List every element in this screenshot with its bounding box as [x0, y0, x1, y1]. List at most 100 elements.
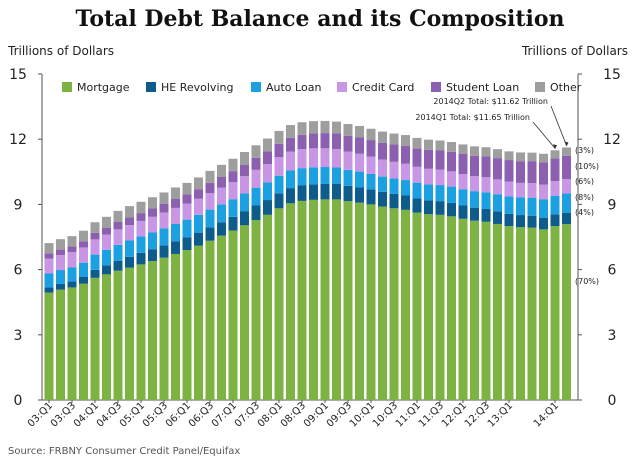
bar-segment [194, 177, 203, 190]
bar-stack [320, 120, 330, 400]
bar-segment [67, 281, 77, 288]
bar-segment [148, 197, 157, 209]
bar-segment [194, 189, 203, 199]
bar-segment [79, 262, 88, 277]
bar-segment [44, 253, 54, 259]
bar-segment [550, 195, 560, 215]
bar-stack [102, 216, 111, 400]
bar-segment [286, 188, 295, 204]
bar-segment [251, 187, 261, 206]
bar-segment [297, 200, 307, 400]
bar-segment [171, 187, 180, 199]
legend-swatch [62, 82, 72, 92]
bar-segment [481, 177, 491, 193]
legend-label: Credit Card [352, 81, 414, 94]
bar-segment [182, 237, 192, 251]
legend-label: Auto Loan [266, 81, 321, 94]
annotations: 2014Q2 Total: $11.62 Trillion 2014Q1 Tota… [415, 97, 569, 150]
bar-segment [159, 203, 169, 213]
bar-segment [424, 168, 433, 185]
x-tick-label: 04:Q1 [72, 400, 101, 429]
bar-segment [148, 208, 157, 217]
bar-segment [470, 155, 479, 177]
bar-segment [136, 213, 146, 221]
bar-segment [366, 128, 376, 141]
bar-segment [378, 176, 387, 192]
bar-segment [366, 173, 376, 190]
legend-label: Other [550, 81, 582, 94]
bar-segment [504, 181, 514, 197]
bar-segment [366, 156, 376, 174]
bar-segment [251, 220, 261, 400]
bar-segment [378, 191, 387, 207]
bar-segment [263, 163, 272, 183]
bar-segment [136, 252, 146, 265]
bar-segment [79, 230, 88, 242]
bar-segment [90, 269, 100, 278]
bar-segment [378, 159, 387, 177]
bar-segment [56, 255, 65, 271]
bar-segment [550, 214, 560, 227]
bar-segment [194, 245, 203, 400]
bar-stack [274, 130, 284, 400]
bar-stack [125, 206, 134, 400]
bar-stack [251, 145, 261, 400]
bar-segment [217, 187, 226, 205]
bar-segment [159, 257, 169, 400]
bar-segment [550, 150, 560, 159]
bar-segment [435, 214, 445, 400]
bar-segment [366, 189, 376, 205]
bar-segment [67, 287, 77, 400]
bar-segment [125, 267, 134, 400]
x-tick-label: 12:Q1 [440, 400, 469, 429]
legend-swatch [146, 82, 156, 92]
legend: Mortgage HE Revolving Auto Loan Credit Card… [62, 81, 582, 94]
bar-segment [274, 130, 284, 144]
bar-segment [194, 214, 203, 233]
y-tick-label-left: 9 [14, 197, 23, 213]
bar-segment [447, 186, 456, 203]
bar-segment [44, 258, 54, 274]
bar-segment [102, 249, 111, 266]
bar-segment [148, 232, 157, 250]
bar-segment [263, 200, 272, 215]
bar-segment [228, 171, 238, 183]
share-label: (10%) [575, 162, 599, 171]
bar-segment [309, 167, 318, 185]
bar-segment [102, 234, 111, 250]
y-axis-left: 0 3 6 9 12 15 [9, 67, 42, 409]
bar-segment [102, 274, 111, 400]
bar-segment [412, 137, 422, 149]
bar-segment [389, 161, 399, 179]
bar-segment [286, 125, 295, 138]
bar-segment [125, 206, 134, 218]
bar-segment [67, 252, 77, 268]
bar-segment [217, 235, 226, 400]
bar-segment [493, 211, 502, 224]
source-note: Source: FRBNY Consumer Credit Panel/Equi… [8, 446, 241, 457]
bar-segment [435, 201, 445, 215]
bar-segment [56, 289, 65, 400]
bar-segment [516, 215, 525, 228]
y-tick-label-left: 0 [14, 393, 23, 409]
bar-segment [171, 223, 180, 242]
y-axis-label-left: Trillions of Dollars [8, 44, 115, 58]
bar-segment [447, 171, 456, 187]
bar-segment [527, 197, 537, 216]
bar-segment [113, 260, 123, 271]
x-tick-label: 04:Q3 [95, 400, 124, 429]
bar-segment [228, 182, 238, 200]
bar-segment [136, 264, 146, 400]
bar-segment [527, 215, 537, 228]
bar-segment [251, 145, 261, 158]
bar-segment [493, 223, 502, 400]
bar-segment [240, 211, 249, 226]
bar-stack [263, 138, 272, 400]
x-tick-label: 05:Q3 [141, 400, 170, 429]
bar-segment [217, 177, 226, 188]
bar-segment [320, 148, 330, 168]
bar-stack [205, 170, 215, 400]
bar-segment [366, 140, 376, 157]
bar-stack [136, 201, 146, 400]
bar-stack [366, 128, 376, 400]
